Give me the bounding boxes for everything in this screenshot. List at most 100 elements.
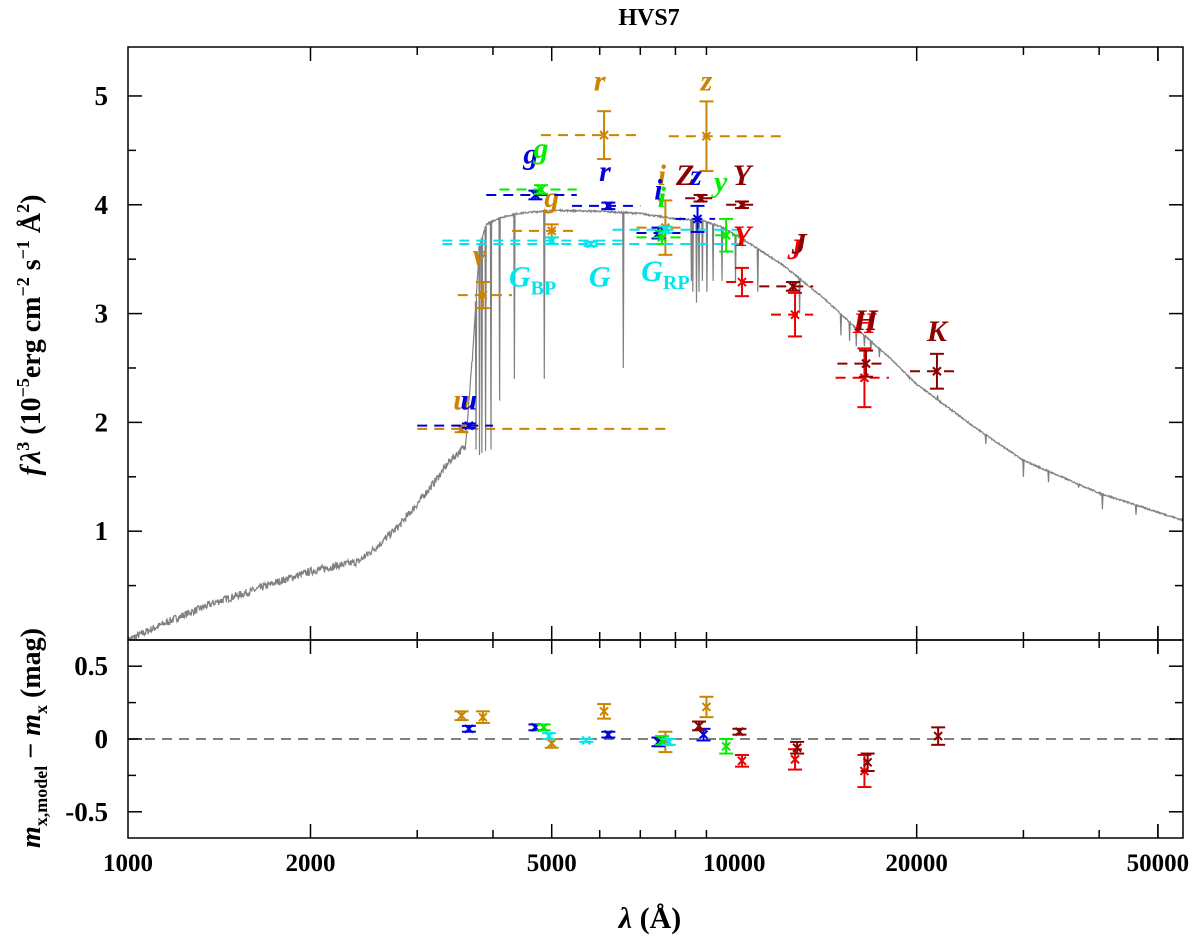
res-y-tick-label: 0.5 bbox=[74, 651, 108, 681]
band-label-panstarrs-z: z bbox=[689, 159, 702, 192]
band-label-text: u bbox=[461, 383, 478, 416]
bottom-panel-plot bbox=[128, 695, 1183, 789]
photometry-point-sdss-z bbox=[668, 100, 783, 173]
residual-marker bbox=[701, 702, 712, 712]
photometry-point-panstarrs-z bbox=[675, 204, 716, 233]
photometry-point-panstarrs-g bbox=[486, 189, 577, 201]
band-label-text: G bbox=[509, 260, 531, 293]
residual-point-twomass-H bbox=[860, 752, 875, 773]
band-label-vista-g: g bbox=[532, 132, 548, 165]
band-label-sdss-u: u bbox=[453, 383, 470, 416]
band-label-twomass-H: H bbox=[853, 304, 879, 337]
residual-marker bbox=[599, 706, 609, 717]
residual-point-ukidss-Y bbox=[734, 754, 749, 768]
band-label-text: Y bbox=[733, 159, 754, 192]
ylabel-f: f bbox=[16, 463, 47, 475]
data-marker bbox=[695, 193, 706, 203]
residual-marker bbox=[721, 741, 731, 751]
band-label-twomass-J: J bbox=[791, 228, 808, 261]
data-marker bbox=[701, 131, 712, 141]
ylabel-unit4: Å bbox=[16, 212, 47, 240]
residual-point-gaia-G_RP bbox=[661, 737, 676, 747]
band-label-panstarrs-i: i bbox=[654, 173, 663, 206]
data-marker bbox=[932, 366, 942, 376]
data-marker bbox=[737, 277, 747, 287]
band-label-sdss-v: v bbox=[473, 239, 487, 272]
residual-point-sdss-r bbox=[597, 703, 612, 720]
residual-marker bbox=[933, 731, 943, 741]
band-label-sdss-z: z bbox=[700, 65, 713, 98]
band-label-twomass-Z: Z bbox=[675, 159, 694, 192]
band-label-sdss-i: i bbox=[658, 159, 667, 192]
residual-marker bbox=[603, 729, 614, 740]
residual-point-vista-g bbox=[536, 722, 551, 733]
axes-frames: 1000 2000 5000 10000 20000 50000 1 2 3 4 5 0.5 0 -0.5 bbox=[65, 46, 1190, 877]
photometry-point-ukidss-Y bbox=[726, 266, 760, 298]
residual-point-sdss-g bbox=[544, 738, 559, 749]
band-label-text: J bbox=[787, 233, 804, 266]
band-label-ukidss-Y: Y bbox=[733, 220, 754, 253]
band-label-ukidss-J: J bbox=[787, 233, 804, 266]
data-marker bbox=[788, 281, 798, 292]
residual-marker bbox=[698, 729, 709, 740]
residual-point-twomass-Y bbox=[732, 727, 747, 737]
band-label-text: r bbox=[594, 65, 606, 98]
residual-point-panstarrs-r bbox=[601, 729, 616, 740]
x-tick-label: 10000 bbox=[703, 850, 766, 877]
residual-marker bbox=[538, 722, 549, 733]
band-label-text: g bbox=[522, 137, 538, 170]
data-marker bbox=[599, 130, 609, 140]
residual-point-vista-y bbox=[719, 738, 734, 755]
y-tick-label: 1 bbox=[95, 516, 109, 546]
x-tick-label: 20000 bbox=[885, 850, 948, 877]
ylabel-exp-1: −1 bbox=[13, 240, 33, 259]
y-tick-label: 4 bbox=[95, 190, 109, 220]
res-ylabel-m: m bbox=[16, 826, 47, 848]
residual-marker bbox=[734, 727, 745, 737]
band-label-text: Y bbox=[733, 220, 754, 253]
ylabel-exp3: 3 bbox=[13, 442, 33, 451]
ylabel-exp-2: −2 bbox=[13, 277, 33, 296]
data-marker bbox=[859, 373, 870, 383]
svg-text:mx,model − mx (mag): mx,model − mx (mag) bbox=[16, 628, 51, 848]
residual-marker bbox=[790, 754, 800, 765]
y-tick-label: 2 bbox=[95, 407, 109, 437]
res-y-tick-label: 0 bbox=[95, 724, 109, 754]
residual-marker bbox=[664, 737, 674, 747]
xlabel: λ (Å) bbox=[617, 902, 681, 935]
residual-marker bbox=[737, 756, 747, 766]
data-marker bbox=[692, 214, 703, 224]
photometry-point-twomass-Z bbox=[685, 193, 716, 203]
band-label-panstarrs-u: u bbox=[461, 383, 478, 416]
res-ylabel-unit: (mag) bbox=[16, 628, 47, 705]
res-ylabel-sub2: x bbox=[31, 705, 51, 714]
ylabel-unit5: ) bbox=[16, 195, 47, 204]
band-label-vista-i: i bbox=[658, 181, 667, 214]
band-label-text: g bbox=[532, 132, 548, 165]
photometry-point-twomass-Y bbox=[726, 200, 757, 210]
residual-marker bbox=[581, 735, 591, 746]
band-label-text: i bbox=[658, 181, 667, 214]
photometry-point-twomass-H bbox=[837, 349, 886, 378]
band-label-panstarrs-r: r bbox=[599, 155, 611, 188]
ylabel-unit3: s bbox=[16, 259, 47, 277]
band-label-ukidss-H: H bbox=[852, 307, 878, 340]
residual-point-gaia-G bbox=[579, 735, 594, 746]
band-label-text: y bbox=[711, 166, 728, 199]
residual-point-twomass-Z bbox=[692, 720, 707, 732]
ylabel-unit1: (10 bbox=[16, 397, 47, 441]
residual-point-ukidss-J bbox=[788, 748, 803, 771]
residual-point-gaia-G_BP bbox=[542, 731, 557, 741]
ylabel-unit2: erg cm bbox=[16, 297, 47, 379]
y-tick-label: 5 bbox=[95, 81, 109, 111]
top-ylabel: fλ3 (10−5erg cm−2 s−1 Å2) bbox=[13, 195, 47, 476]
res-ylabel-sub: x,model bbox=[31, 766, 51, 827]
band-label-text: u bbox=[453, 383, 470, 416]
residual-point-sdss-u bbox=[454, 710, 469, 722]
data-marker bbox=[790, 309, 800, 320]
ylabel-exp-5: −5 bbox=[13, 378, 33, 397]
x-tick-label: 50000 bbox=[1127, 850, 1190, 877]
residual-marker bbox=[478, 712, 488, 722]
residual-marker bbox=[456, 710, 467, 721]
